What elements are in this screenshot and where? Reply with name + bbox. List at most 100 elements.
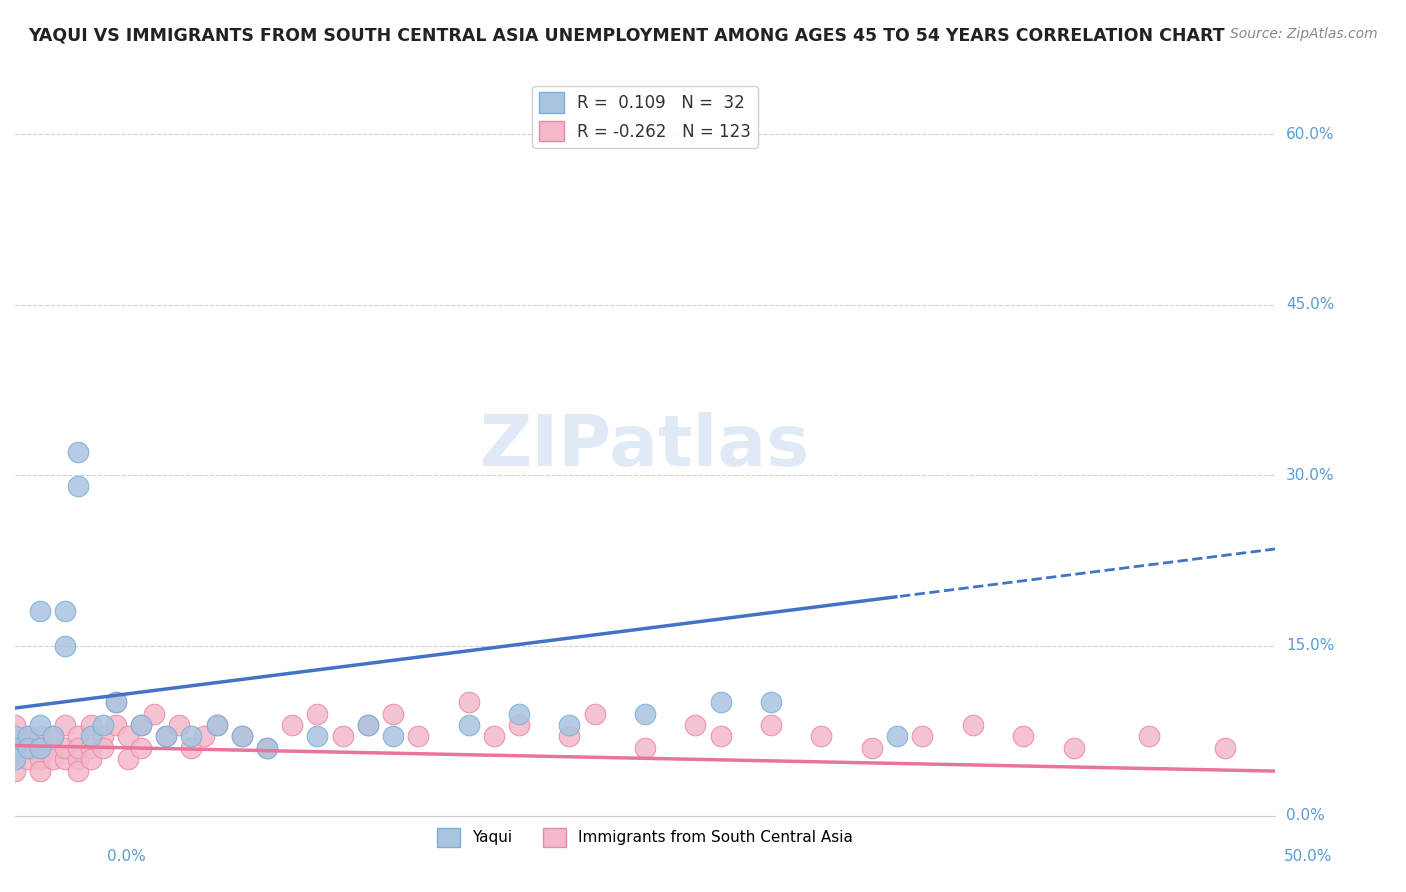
Point (30, 752, 52, 766)
Text: 0.0%: 0.0% (1286, 808, 1324, 823)
Point (30, 740, 52, 755)
Point (558, 730, 581, 744)
Point (66, 752, 89, 766)
Point (129, 718, 152, 732)
Point (1137, 730, 1160, 744)
Point (4, 718, 27, 732)
Point (17, 740, 39, 755)
Point (104, 695, 127, 709)
Legend: R =  0.109   N =  32, R = -0.262   N = 123: R = 0.109 N = 32, R = -0.262 N = 123 (533, 86, 758, 148)
Point (30, 764, 52, 778)
Point (231, 730, 253, 744)
Point (129, 740, 152, 755)
Point (17, 730, 39, 744)
Point (962, 718, 984, 732)
Point (66, 730, 89, 744)
Text: ZIPatlas: ZIPatlas (479, 412, 810, 481)
Point (180, 740, 202, 755)
Point (205, 718, 228, 732)
Point (55, 604, 77, 618)
Point (508, 706, 530, 721)
Point (482, 730, 505, 744)
Point (4, 764, 27, 778)
Point (810, 730, 832, 744)
Point (634, 706, 657, 721)
Point (4, 730, 27, 744)
Point (1012, 730, 1035, 744)
Point (55, 740, 77, 755)
Point (30, 718, 52, 732)
Point (382, 706, 405, 721)
Point (79, 740, 101, 755)
Point (332, 730, 354, 744)
Point (911, 730, 934, 744)
Point (256, 740, 278, 755)
Point (79, 730, 101, 744)
Point (117, 752, 139, 766)
Point (104, 718, 127, 732)
Point (4, 752, 27, 766)
Point (167, 718, 190, 732)
Point (357, 718, 380, 732)
Point (4, 740, 27, 755)
Point (55, 752, 77, 766)
Point (129, 718, 152, 732)
Point (79, 718, 101, 732)
Point (30, 604, 52, 618)
Point (558, 718, 581, 732)
Point (30, 730, 52, 744)
Point (66, 764, 89, 778)
Text: YAQUI VS IMMIGRANTS FROM SOUTH CENTRAL ASIA UNEMPLOYMENT AMONG AGES 45 TO 54 YEA: YAQUI VS IMMIGRANTS FROM SOUTH CENTRAL A… (28, 27, 1225, 45)
Point (193, 730, 215, 744)
Point (583, 706, 606, 721)
Point (42, 730, 65, 744)
Text: 45.0%: 45.0% (1286, 297, 1334, 312)
Point (4, 752, 27, 766)
Point (759, 695, 782, 709)
Point (30, 740, 52, 755)
Point (79, 752, 101, 766)
Point (142, 706, 165, 721)
Point (1063, 740, 1085, 755)
Point (17, 730, 39, 744)
Point (281, 718, 304, 732)
Text: Source: ZipAtlas.com: Source: ZipAtlas.com (1230, 27, 1378, 41)
Point (180, 730, 202, 744)
Point (357, 718, 380, 732)
Point (42, 730, 65, 744)
Point (104, 695, 127, 709)
Point (55, 718, 77, 732)
Point (42, 752, 65, 766)
Point (406, 730, 429, 744)
Point (1213, 740, 1236, 755)
Point (307, 730, 329, 744)
Point (710, 730, 733, 744)
Point (42, 740, 65, 755)
Point (66, 445, 89, 459)
Point (256, 740, 278, 755)
Point (860, 740, 883, 755)
Point (91, 730, 114, 744)
Point (205, 718, 228, 732)
Point (91, 718, 114, 732)
Text: 60.0%: 60.0% (1286, 127, 1334, 142)
Text: 30.0%: 30.0% (1286, 467, 1334, 483)
Point (457, 718, 479, 732)
Point (4, 740, 27, 755)
Text: 15.0%: 15.0% (1286, 638, 1334, 653)
Text: 0.0%: 0.0% (107, 849, 146, 863)
Point (759, 718, 782, 732)
Point (382, 730, 405, 744)
Point (685, 718, 707, 732)
Point (17, 740, 39, 755)
Point (66, 740, 89, 755)
Point (634, 740, 657, 755)
Point (155, 730, 177, 744)
Point (155, 730, 177, 744)
Point (91, 740, 114, 755)
Point (886, 730, 908, 744)
Text: 50.0%: 50.0% (1284, 849, 1331, 863)
Point (307, 706, 329, 721)
Point (66, 479, 89, 493)
Point (117, 730, 139, 744)
